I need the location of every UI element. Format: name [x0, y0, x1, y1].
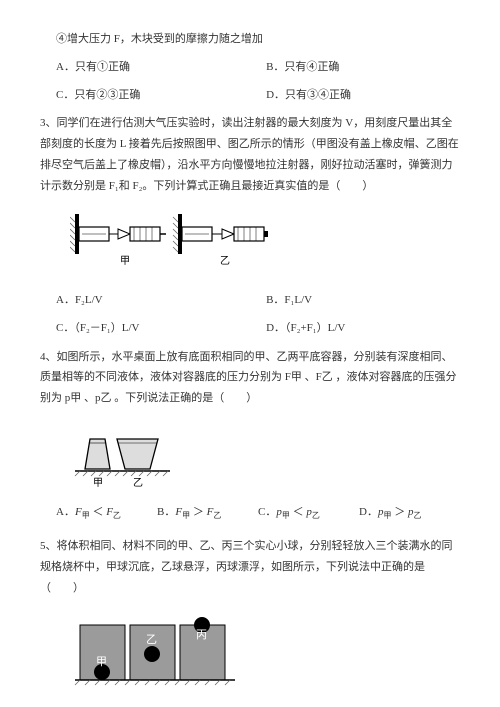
- q2-optA: A．只有①正确: [56, 58, 266, 78]
- q3-text: 3、同学们在进行估测大气压实验时，读出注射器的最大刻度为 V，用刻度尺量出其全部…: [40, 113, 460, 197]
- q2-options-row1: A．只有①正确 B．只有④正确: [56, 58, 460, 78]
- q2-premise: ④增大压力 F，木块受到的摩擦力随之增加: [56, 30, 460, 50]
- svg-text:甲: 甲: [93, 478, 103, 489]
- q3-options-row1: A．F₂L/V B．F₁L/V: [56, 291, 460, 311]
- q4-optD: D．p甲 ＞ p乙: [359, 503, 460, 524]
- q4-optA: A．F甲 ＜ F乙: [56, 503, 157, 524]
- q4-text: 4、如图所示，水平桌面上放有底面积相同的甲、乙两平底容器，分别装有深度相同、质量…: [40, 347, 460, 410]
- q3-optD: D．（F₂+F₁）L/V: [266, 319, 460, 339]
- svg-text:甲: 甲: [96, 656, 107, 668]
- q2-options-row2: C．只有②③正确 D．只有③④正确: [56, 86, 460, 106]
- svg-text:乙: 乙: [146, 633, 157, 646]
- q2-optB: B．只有④正确: [266, 58, 460, 78]
- q2-optC: C．只有②③正确: [56, 86, 266, 106]
- q3-label-yi: 乙: [220, 255, 230, 267]
- q4-options: A．F甲 ＜ F乙 B．F甲 ＞ F乙 C．p甲 ＜ p乙 D．p甲 ＞ p乙: [56, 503, 460, 524]
- q3-label-jia: 甲: [120, 256, 130, 267]
- svg-text:丙: 丙: [196, 629, 207, 641]
- q2-optD: D．只有③④正确: [266, 86, 460, 106]
- svg-text:乙: 乙: [133, 477, 143, 489]
- q3-figure: 甲 乙: [70, 209, 460, 279]
- q3-optA: A．F₂L/V: [56, 291, 266, 311]
- q3-optC: C．（F₂－F₁）L/V: [56, 319, 266, 339]
- syringe-diagram: 甲 乙: [70, 209, 270, 279]
- q5-figure: 甲 乙 丙: [70, 610, 460, 700]
- q3-optB: B．F₁L/V: [266, 291, 460, 311]
- beakers-diagram: 甲 乙 丙: [70, 610, 250, 700]
- q5-text: 5、将体积相同、材料不同的甲、乙、丙三个实心小球，分别轻轻放入三个装满水的同规格…: [40, 536, 460, 599]
- containers-diagram: 甲 乙: [70, 421, 180, 491]
- q4-optC: C．p甲 ＜ p乙: [258, 503, 359, 524]
- q3-options-row2: C．（F₂－F₁）L/V D．（F₂+F₁）L/V: [56, 319, 460, 339]
- q4-optB: B．F甲 ＞ F乙: [157, 503, 258, 524]
- q4-figure: 甲 乙: [70, 421, 460, 491]
